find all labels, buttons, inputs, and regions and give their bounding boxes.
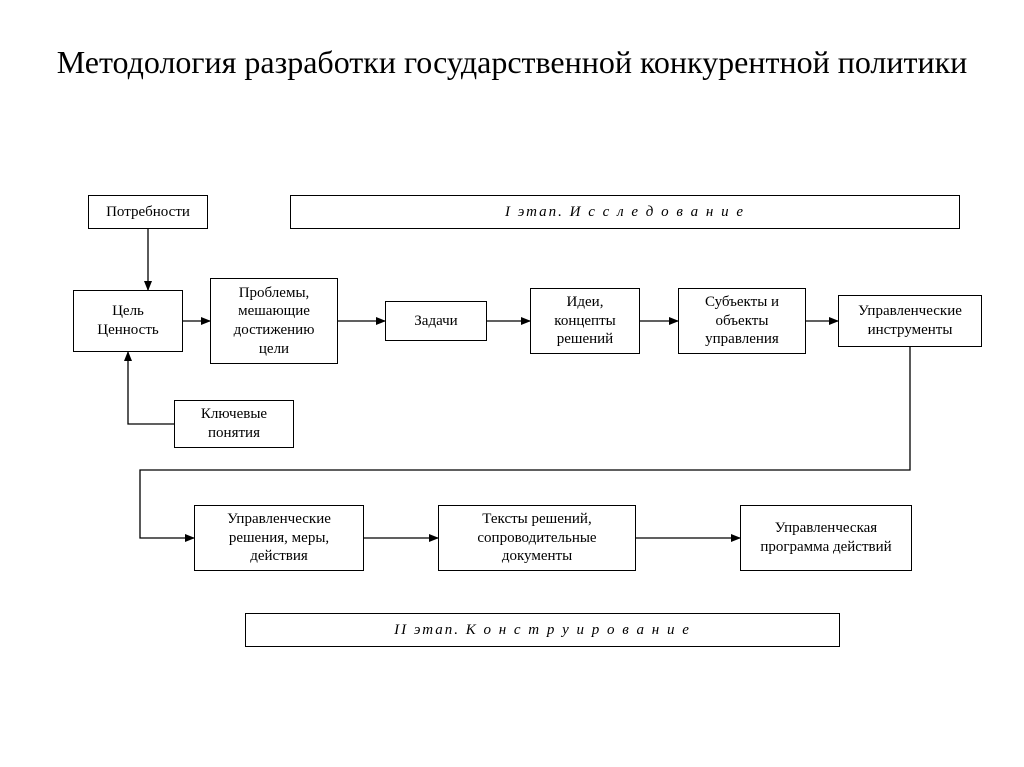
node-label: Субъекты и объекты управления	[685, 293, 799, 349]
flow-arrows	[0, 0, 1024, 767]
node-decisions: Управленческие решения, меры, действия	[194, 505, 364, 571]
node-ideas: Идеи, концепты решений	[530, 288, 640, 354]
node-label: I этап. И с с л е д о в а н и е	[505, 203, 745, 222]
node-label: II этап. К о н с т р у и р о в а н и е	[394, 621, 691, 640]
node-stage2: II этап. К о н с т р у и р о в а н и е	[245, 613, 840, 647]
node-label: Задачи	[414, 312, 457, 331]
node-problems: Проблемы, мешающие достижению цели	[210, 278, 338, 364]
node-tools: Управленческие инструменты	[838, 295, 982, 347]
node-goal: Цель Ценность	[73, 290, 183, 352]
node-subjects: Субъекты и объекты управления	[678, 288, 806, 354]
node-label: Потребности	[106, 203, 190, 222]
node-program: Управленческая программа действий	[740, 505, 912, 571]
node-label: Идеи, концепты решений	[537, 293, 633, 349]
node-needs: Потребности	[88, 195, 208, 229]
node-label: Тексты решений, сопроводительные докумен…	[445, 510, 629, 566]
node-tasks: Задачи	[385, 301, 487, 341]
node-label: Цель Ценность	[80, 302, 176, 340]
node-label: Управленческие инструменты	[845, 302, 975, 340]
node-label: Проблемы, мешающие достижению цели	[217, 284, 331, 359]
node-label: Ключевые понятия	[181, 405, 287, 443]
node-label: Управленческие решения, меры, действия	[201, 510, 357, 566]
node-texts: Тексты решений, сопроводительные докумен…	[438, 505, 636, 571]
node-stage1: I этап. И с с л е д о в а н и е	[290, 195, 960, 229]
page-title: Методология разработки государственной к…	[0, 42, 1024, 84]
node-concepts: Ключевые понятия	[174, 400, 294, 448]
node-label: Управленческая программа действий	[747, 519, 905, 557]
